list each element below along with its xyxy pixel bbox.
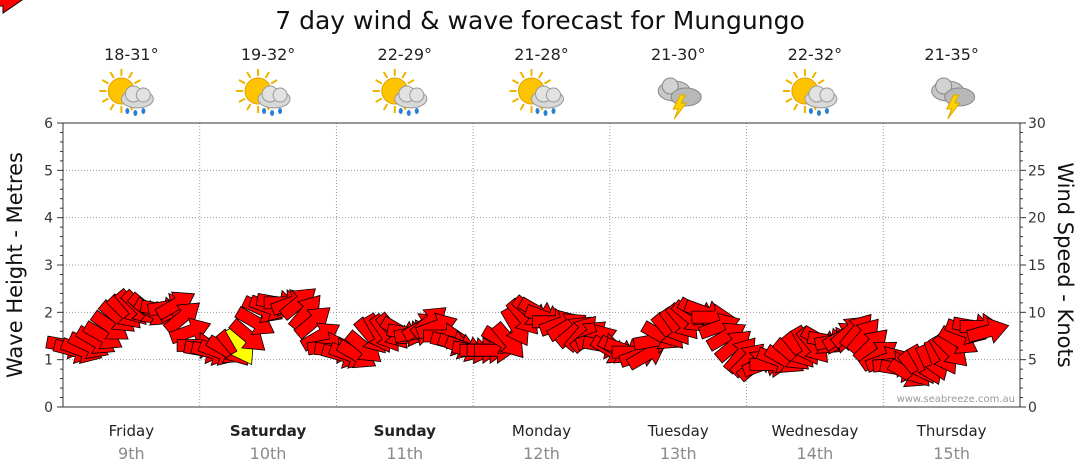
left-tick-label: 6 [44, 116, 53, 132]
storm-cloud-icon [657, 77, 702, 120]
day-name: Saturday [230, 422, 307, 440]
day-date: 12th [523, 444, 560, 463]
sun-cloud-rain-icon [372, 69, 428, 116]
wind-arrow [0, 0, 23, 14]
right-tick-label: 0 [1028, 400, 1037, 416]
day-labels: Friday 9th Saturday 10th Sunday 11th Monday 12t… [109, 422, 987, 463]
left-tick-label: 5 [44, 163, 53, 179]
left-tick-label: 0 [44, 400, 53, 416]
day-date: 10th [250, 444, 287, 463]
right-tick-label: 20 [1028, 211, 1046, 227]
left-tick-label: 2 [44, 305, 53, 321]
temp-range: 22-32° [788, 45, 843, 64]
day-name: Monday [512, 422, 571, 440]
right-axis-title: Wind Speed - Knots [1053, 162, 1077, 367]
temperature-row: 18-31° 19-32° 22-29° 21-28° 21-30° 22-32° 21-3… [104, 45, 979, 64]
temp-range: 19-32° [241, 45, 296, 64]
right-tick-label: 30 [1028, 116, 1046, 132]
right-tick-label: 15 [1028, 258, 1046, 274]
sun-cloud-rain-icon [236, 69, 291, 116]
day-date: 13th [660, 444, 697, 463]
left-tick-label: 1 [44, 353, 53, 369]
left-axis-title: Wave Height - Metres [3, 152, 27, 378]
day-date: 11th [386, 444, 423, 463]
left-axis-ticks: 0 1 2 3 4 5 6 [44, 116, 63, 416]
right-tick-label: 10 [1028, 305, 1046, 321]
sun-cloud-rain-icon [99, 69, 154, 116]
day-date: 14th [797, 444, 834, 463]
right-tick-label: 5 [1028, 353, 1037, 369]
right-tick-label: 25 [1028, 163, 1046, 179]
temp-range: 21-30° [651, 45, 706, 64]
right-axis-ticks: 0 5 10 15 20 25 30 [1020, 116, 1046, 416]
sun-cloud-rain-icon [782, 69, 838, 116]
temp-range: 21-35° [924, 45, 979, 64]
sun-cloud-rain-icon [509, 69, 564, 116]
day-name: Tuesday [647, 422, 709, 440]
day-name: Thursday [916, 422, 987, 440]
wind-arrow [966, 317, 1010, 344]
day-name: Friday [109, 422, 155, 440]
temp-range: 22-29° [378, 45, 433, 64]
day-date: 15th [933, 444, 970, 463]
day-name: Sunday [374, 422, 437, 440]
chart-title: 7 day wind & wave forecast for Mungungo [275, 6, 805, 35]
weather-icons [99, 69, 976, 120]
day-date: 9th [118, 444, 145, 463]
credit-text: www.seabreeze.com.au [897, 394, 1015, 405]
day-name: Wednesday [772, 422, 859, 440]
storm-cloud-icon [931, 77, 976, 120]
temp-range: 18-31° [104, 45, 159, 64]
temp-range: 21-28° [514, 45, 569, 64]
left-tick-label: 4 [44, 211, 53, 227]
left-tick-label: 3 [44, 258, 53, 274]
wind-arrows [0, 0, 1010, 388]
